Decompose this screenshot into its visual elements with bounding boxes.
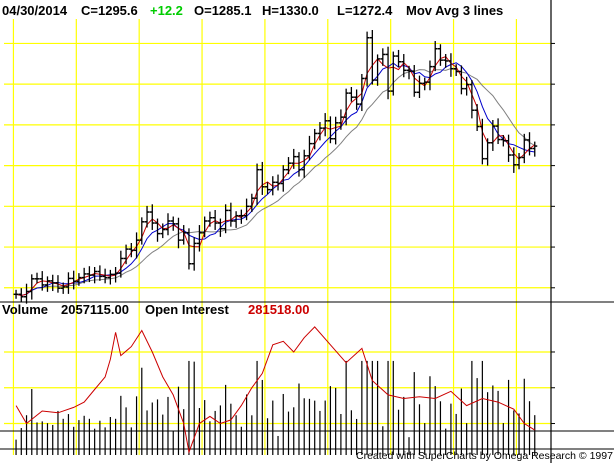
open-interest-line <box>15 326 536 454</box>
price-bars <box>13 29 538 304</box>
header-high: H=1330.0 <box>262 3 319 18</box>
oi-label: Open Interest <box>145 302 229 317</box>
header-indicator: Mov Avg 3 lines <box>406 3 503 18</box>
moving-averages <box>15 56 536 297</box>
volume-label: Volume <box>2 302 48 317</box>
header-open: O=1285.1 <box>194 3 251 18</box>
grid-layer <box>4 19 555 455</box>
volume-header: Volume 2057115.00 Open Interest 281518.0… <box>2 302 309 317</box>
open-interest-series <box>15 326 536 454</box>
volume-bars <box>15 360 536 455</box>
moving-average-mid <box>15 62 535 297</box>
moving-average-long <box>15 67 536 297</box>
credit-text: Created with SuperCharts by Omega Resear… <box>356 450 613 462</box>
header-low: L=1272.4 <box>337 3 393 18</box>
moving-average-short <box>15 56 536 297</box>
header-date: 04/30/2014 <box>2 3 68 18</box>
chart-header: 04/30/2014 C=1295.6 +12.2 O=1285.1 H=133… <box>2 3 503 18</box>
oi-value: 281518.00 <box>248 302 309 317</box>
header-close: C=1295.6 <box>81 3 138 18</box>
header-change: +12.2 <box>150 3 183 18</box>
volume-value: 2057115.00 <box>61 302 129 317</box>
